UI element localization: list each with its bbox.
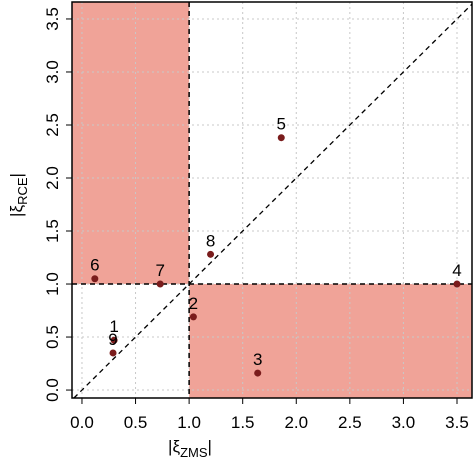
point-label: 1 (109, 317, 118, 336)
x-tick-label: 0.5 (124, 413, 148, 432)
point-label: 5 (277, 115, 286, 134)
point (91, 275, 99, 283)
y-tick-label: 3.5 (43, 7, 62, 31)
point (453, 280, 461, 288)
x-tick-label: 2.0 (284, 413, 308, 432)
x-label-part: | (208, 437, 212, 456)
y-tick-label: 2.5 (43, 113, 62, 137)
x-tick-label: 3.0 (392, 413, 416, 432)
x-label-sub: ZMS (180, 445, 208, 460)
x-axis-label: |ξZMS| (168, 437, 212, 460)
point (189, 313, 197, 321)
point-label: 3 (253, 350, 262, 369)
point-label: 9 (108, 330, 117, 349)
point-label: 6 (90, 256, 99, 275)
y-tick-label: 1.5 (43, 219, 62, 243)
x-tick-label: 3.5 (445, 413, 469, 432)
x-tick-label: 0.0 (70, 413, 94, 432)
point (156, 280, 164, 288)
region (189, 284, 472, 398)
point-label: 4 (452, 261, 461, 280)
region (72, 2, 190, 285)
point-label: 2 (189, 294, 198, 313)
plot-frame (71, 1, 473, 399)
plot-background (72, 2, 472, 398)
y-label-part: | (7, 173, 26, 177)
y-axis-label: |ξRCE| (7, 173, 30, 217)
point (277, 134, 285, 142)
x-tick-label: 1.0 (177, 413, 201, 432)
point (254, 369, 262, 377)
y-tick-label: 2.0 (43, 166, 62, 190)
point-label: 7 (155, 261, 164, 280)
point (207, 250, 215, 258)
y-tick-label: 0.5 (43, 325, 62, 349)
identity-line (73, 3, 473, 399)
x-tick-label: 2.5 (338, 413, 362, 432)
y-tick-label: 1.0 (43, 272, 62, 296)
point (110, 336, 118, 344)
x-label-part: |ξ (168, 437, 180, 456)
point-label: 8 (206, 231, 215, 250)
x-tick-label: 1.5 (231, 413, 255, 432)
point (109, 349, 117, 357)
y-label-part: |ξ (7, 205, 26, 217)
y-tick-label: 3.0 (43, 60, 62, 84)
y-label-sub: RCE (15, 177, 30, 205)
y-tick-label: 0.0 (43, 378, 62, 402)
